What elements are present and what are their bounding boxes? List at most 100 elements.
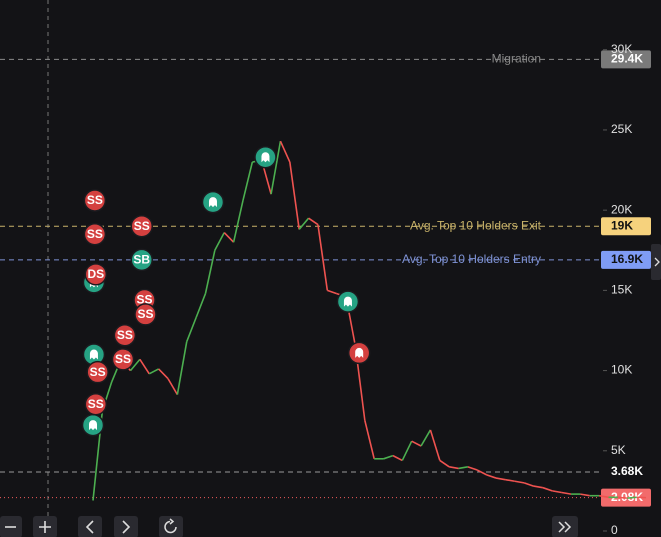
price-segment [158, 368, 169, 380]
right-icon [122, 520, 131, 534]
price-segment [552, 490, 562, 494]
trade-marker: SS [134, 303, 157, 326]
price-segment [298, 217, 310, 230]
marker-label: SS [115, 352, 131, 366]
price-segment [599, 494, 609, 499]
price-segment [204, 250, 216, 294]
price-segment [139, 358, 150, 375]
marker-icon [208, 197, 217, 208]
trade-marker: SS [113, 324, 137, 347]
price-segment [176, 341, 188, 395]
price-segment [627, 496, 637, 499]
price-segment [167, 378, 179, 396]
marker-label: SS [90, 365, 106, 379]
price-segment [411, 440, 422, 447]
y-axis: 0 5K 10K 15K 20K 25K 30K [603, 42, 632, 537]
price-segment [476, 469, 488, 476]
side-panel-tab[interactable] [651, 244, 661, 280]
marker-circle [84, 263, 108, 286]
price-segment [420, 429, 432, 447]
marker-circle [134, 303, 157, 326]
trade-marker [254, 145, 277, 169]
marker-icon [89, 349, 98, 360]
price-segment [185, 317, 197, 342]
price-segment [242, 161, 254, 201]
marker-label: SB [133, 253, 150, 267]
marker-label: SS [137, 293, 153, 307]
price-segment [383, 454, 394, 460]
trade-marker [81, 413, 105, 437]
trade-marker [336, 290, 360, 313]
trade-marker: SS [130, 214, 153, 238]
reference-label: Avg. Top 10 Holders Entry [402, 252, 541, 266]
scroll-end-button[interactable] [552, 516, 578, 537]
y-tick-label: 5K [611, 443, 626, 457]
value-label: 19K [611, 218, 633, 232]
price-segment [279, 140, 291, 163]
value-label: 2.08K [611, 490, 643, 504]
reference-lines: Migration 29.4K Avg. Top 10 Holders Exit 19… [0, 50, 651, 507]
marker-icon [89, 420, 97, 431]
plot [92, 140, 647, 501]
y-tick-label: 25K [611, 122, 632, 136]
trade-marker: SS [86, 360, 109, 384]
price-segment [364, 420, 375, 459]
price-segment [458, 466, 469, 470]
marker-circle [86, 360, 109, 384]
marker-circle [84, 393, 108, 416]
marker-circle [130, 214, 153, 238]
reset-button[interactable] [159, 516, 183, 537]
scroll-left-button[interactable] [78, 516, 102, 537]
price-segment [523, 482, 534, 487]
price-segment [439, 459, 450, 468]
trade-marker: SB [130, 248, 153, 272]
reset-icon [164, 518, 177, 534]
value-label: 29.4K [611, 52, 643, 66]
marker-label: SS [134, 219, 150, 233]
price-segment [486, 474, 497, 479]
price-segment [401, 440, 413, 461]
y-tick-label: 0 [611, 523, 618, 537]
marker-circle [83, 189, 107, 212]
y-tick-label: 20K [611, 202, 632, 216]
price-segment [580, 493, 590, 497]
price-segment [449, 466, 459, 470]
price-segment [214, 232, 225, 251]
marker-icon [355, 347, 364, 358]
price-segment [561, 491, 572, 495]
value-badge [601, 50, 651, 69]
trade-marker: SS [111, 348, 135, 371]
price-segment [223, 232, 235, 243]
value-label: 16.9K [611, 252, 643, 266]
price-segment [533, 485, 544, 489]
price-segment [195, 293, 207, 318]
marker-icon [261, 152, 270, 163]
price-segment [308, 217, 319, 226]
trade-marker [201, 190, 225, 214]
side-tab-icon [654, 257, 660, 267]
toolbar[interactable] [0, 516, 578, 537]
marker-label: DS [87, 267, 104, 281]
price-segment [542, 486, 553, 492]
left-icon [85, 520, 94, 534]
y-tick-label: 15K [611, 283, 632, 297]
marker-label: SS [87, 193, 103, 207]
trade-marker: SS [84, 393, 108, 416]
trade-marker: SS [83, 222, 107, 246]
marker-label: SS [117, 328, 133, 342]
price-segment [270, 141, 282, 195]
marker-circle [113, 324, 137, 347]
scroll-right-button[interactable] [114, 516, 138, 537]
trade-marker [347, 341, 371, 365]
price-segment [327, 289, 337, 295]
price-segment [495, 477, 506, 481]
value-badge [601, 250, 651, 269]
marker-circle [83, 222, 107, 246]
price-segment [129, 358, 141, 372]
marker-circle [130, 248, 153, 272]
price-segment [429, 429, 441, 461]
